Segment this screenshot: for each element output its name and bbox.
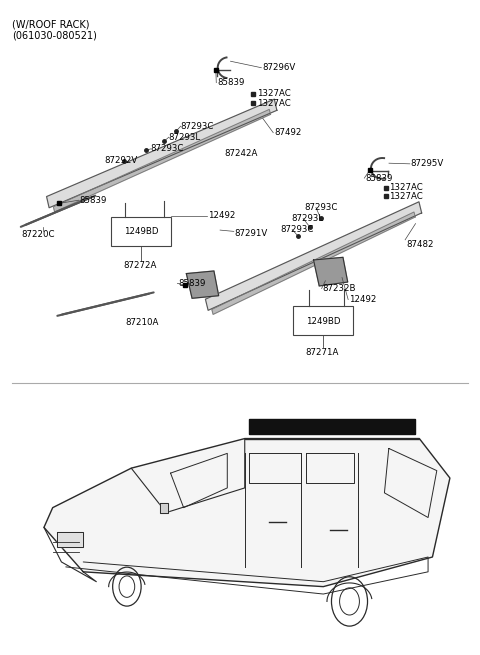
Text: 87293L: 87293L xyxy=(291,214,324,223)
Text: 85839: 85839 xyxy=(80,196,107,205)
Polygon shape xyxy=(57,533,83,547)
Text: 1327AC: 1327AC xyxy=(389,192,423,201)
Text: 12492: 12492 xyxy=(208,212,235,220)
Text: 87293L: 87293L xyxy=(169,133,201,141)
Text: (061030-080521): (061030-080521) xyxy=(12,30,97,40)
Text: 87242A: 87242A xyxy=(225,149,258,158)
Text: 87292V: 87292V xyxy=(105,156,138,165)
Text: 85839: 85839 xyxy=(217,78,245,87)
Text: 87271A: 87271A xyxy=(305,348,339,357)
Text: 12492: 12492 xyxy=(349,295,376,304)
Text: 1327AC: 1327AC xyxy=(257,89,290,98)
Text: 87293C: 87293C xyxy=(180,122,214,130)
Polygon shape xyxy=(44,439,450,587)
Polygon shape xyxy=(212,212,415,314)
Text: 1327AC: 1327AC xyxy=(257,99,290,108)
Polygon shape xyxy=(186,271,219,298)
Text: 1249BD: 1249BD xyxy=(124,227,158,236)
Polygon shape xyxy=(205,202,421,310)
Text: 87293C: 87293C xyxy=(304,203,337,212)
Text: 87482: 87482 xyxy=(406,240,433,249)
Text: 87210A: 87210A xyxy=(125,318,158,328)
Text: 87293C: 87293C xyxy=(280,225,314,234)
Text: 87291V: 87291V xyxy=(234,229,267,238)
Polygon shape xyxy=(249,419,415,434)
Text: 87232B: 87232B xyxy=(323,284,356,293)
Text: 87296V: 87296V xyxy=(262,64,296,72)
Text: 87272A: 87272A xyxy=(124,261,157,271)
Bar xyxy=(111,217,171,246)
Polygon shape xyxy=(47,99,277,208)
Bar xyxy=(293,306,353,335)
Text: 1327AC: 1327AC xyxy=(389,183,423,193)
Polygon shape xyxy=(160,503,168,513)
Text: 85839: 85839 xyxy=(179,279,206,288)
Text: 87492: 87492 xyxy=(274,128,301,137)
Text: 85839: 85839 xyxy=(365,174,393,183)
Text: 87293C: 87293C xyxy=(151,144,184,153)
Text: 1249BD: 1249BD xyxy=(306,316,340,326)
Text: 87220C: 87220C xyxy=(22,230,55,239)
Text: (W/ROOF RACK): (W/ROOF RACK) xyxy=(12,19,90,29)
Polygon shape xyxy=(313,257,348,286)
Text: 87295V: 87295V xyxy=(411,159,444,168)
Polygon shape xyxy=(53,109,271,212)
